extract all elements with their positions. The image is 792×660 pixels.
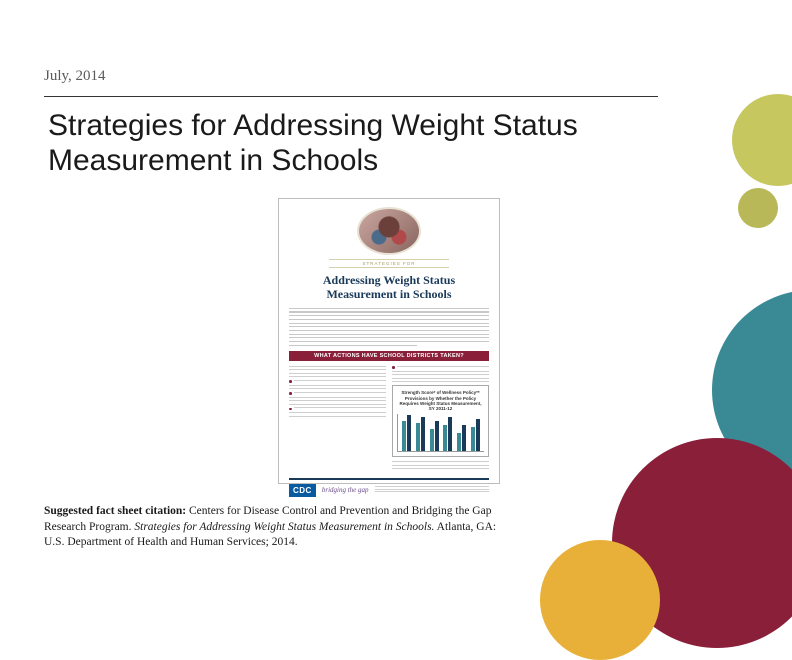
thumbnail-photo-wrap — [289, 207, 489, 255]
thumbnail-intro-lines — [289, 308, 489, 346]
thumbnail-chart-title: Strength Score* of Wellness Policy** Pro… — [397, 390, 484, 411]
slide-page: July, 2014 Strategies for Addressing Wei… — [0, 0, 792, 612]
bridging-the-gap-logo: bridging the gap — [322, 486, 369, 494]
citation-italic: Strategies for Addressing Weight Status … — [134, 521, 434, 533]
thumbnail-footer-lines — [375, 486, 489, 494]
horizontal-rule — [44, 96, 658, 97]
thumbnail-chart: Strength Score* of Wellness Policy** Pro… — [392, 385, 489, 457]
page-title: Strategies for Addressing Weight Status … — [48, 108, 678, 179]
thumbnail-photo — [357, 207, 421, 255]
decor-circle-gold — [540, 540, 660, 660]
date-text: July, 2014 — [44, 68, 106, 85]
thumbnail-two-column: Strength Score* of Wellness Policy** Pro… — [289, 366, 489, 472]
thumbnail-footer: CDC bridging the gap — [289, 478, 489, 497]
thumbnail-col-left — [289, 366, 386, 472]
decor-circle-olive-small — [738, 188, 778, 228]
thumbnail-section-band: WHAT ACTIONS HAVE SCHOOL DISTRICTS TAKEN… — [289, 351, 489, 361]
factsheet-thumbnail: STRATEGIES FOR Addressing Weight Status … — [278, 198, 500, 484]
thumbnail-heading: Addressing Weight Status Measurement in … — [289, 273, 489, 302]
citation-block: Suggested fact sheet citation: Centers f… — [44, 504, 514, 551]
thumbnail-kicker: STRATEGIES FOR — [329, 259, 449, 268]
cdc-logo: CDC — [289, 484, 316, 497]
thumbnail-chart-bars — [397, 414, 484, 452]
citation-lead: Suggested fact sheet citation: — [44, 505, 186, 517]
decor-circle-olive-large — [732, 94, 792, 186]
thumbnail-col-right: Strength Score* of Wellness Policy** Pro… — [392, 366, 489, 472]
